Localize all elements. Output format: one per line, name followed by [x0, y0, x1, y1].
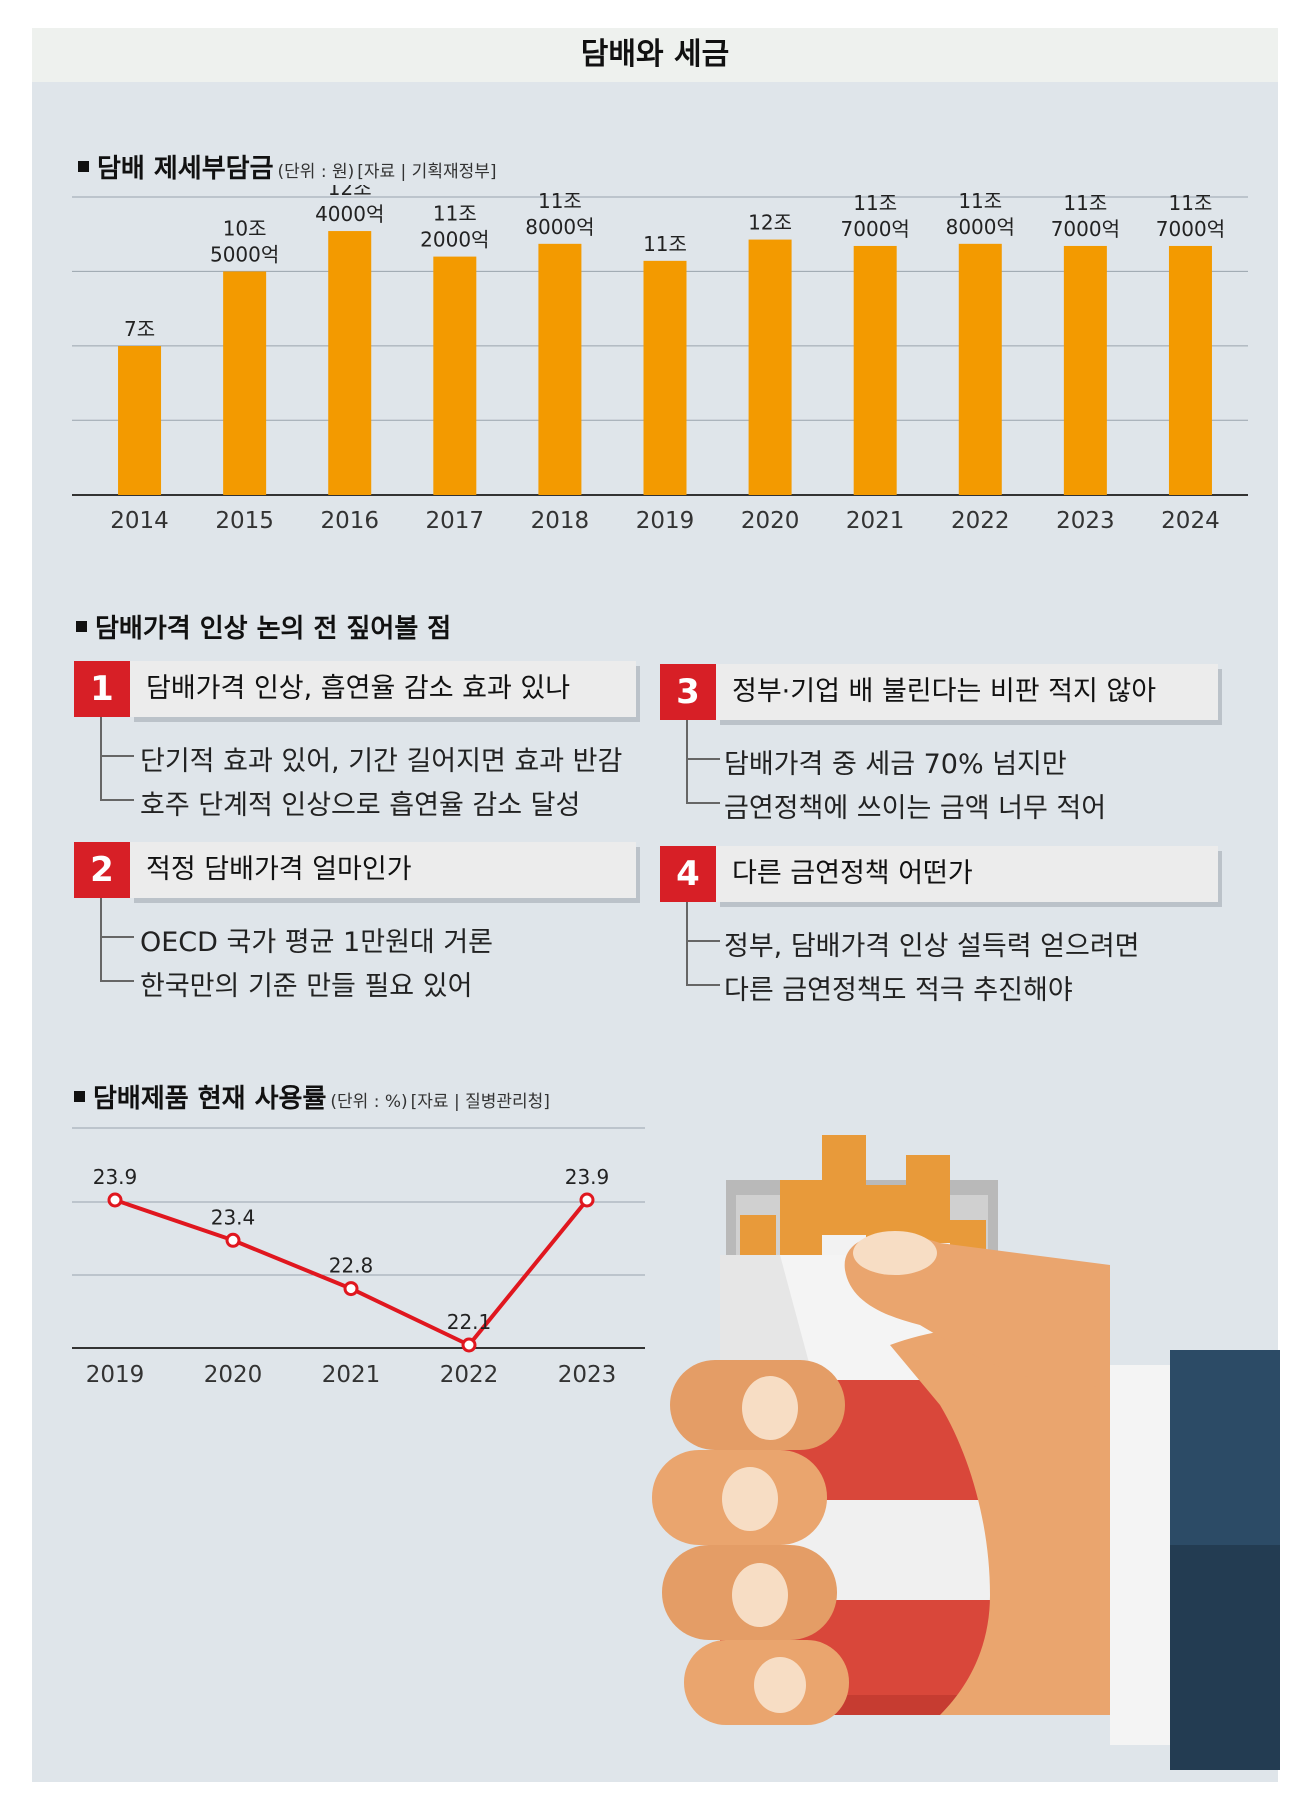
square-bullet-icon — [78, 161, 89, 172]
x-tick-label: 2018 — [531, 508, 590, 534]
bar — [853, 245, 897, 495]
data-point — [461, 1337, 477, 1353]
issue-card-2: 2 적정 담배가격 얼마인가 — [74, 842, 636, 898]
data-label: 2000억 — [420, 228, 489, 252]
data-label: 7000억 — [1156, 217, 1225, 241]
data-label: 8000억 — [525, 215, 594, 239]
data-label: 10조 — [223, 217, 267, 241]
bar — [223, 271, 267, 495]
issue-point: 한국만의 기준 만들 필요 있어 — [140, 971, 473, 1002]
data-point — [343, 1281, 359, 1297]
x-tick-label: 2022 — [951, 508, 1010, 534]
issue-point: 단기적 효과 있어, 기간 길어지면 효과 반감 — [140, 746, 623, 777]
bar-chart-title: 담배 제세부담금 — [97, 154, 274, 184]
data-label: 23.9 — [93, 1165, 138, 1189]
issue-point: 금연정책에 쓰이는 금액 너무 적어 — [724, 793, 1107, 824]
x-tick-label: 2023 — [558, 1362, 617, 1388]
bar — [643, 260, 687, 495]
x-tick-label: 2017 — [426, 508, 485, 534]
data-point — [579, 1192, 595, 1208]
data-label: 11조 — [643, 232, 687, 256]
issue-card-4: 4 다른 금연정책 어떤가 — [660, 846, 1218, 902]
issue-point: OECD 국가 평균 1만원대 거론 — [140, 927, 494, 958]
tax-bar-chart: 20147조201510조5000억201612조4000억201711조200… — [72, 185, 1248, 534]
data-label: 5000억 — [210, 243, 279, 267]
issue-heading: 다른 금연정책 어떤가 — [716, 846, 1218, 902]
issue-point: 호주 단계적 인상으로 흡연율 감소 달성 — [140, 790, 581, 821]
issue-card-3: 3 정부·기업 배 불린다는 비판 적지 않아 — [660, 664, 1218, 720]
x-tick-label: 2021 — [846, 508, 905, 534]
x-tick-label: 2014 — [110, 508, 169, 534]
data-label: 11조 — [433, 202, 477, 226]
bar — [328, 231, 372, 496]
data-label: 4000억 — [315, 202, 384, 226]
issues-title-row: 담배가격 인상 논의 전 짚어볼 점 — [76, 608, 451, 645]
issue-number-badge: 1 — [74, 661, 130, 717]
bar-chart-source: [자료 | 기획재정부] — [357, 162, 497, 182]
x-tick-label: 2019 — [636, 508, 695, 534]
x-tick-label: 2019 — [86, 1362, 145, 1388]
issue-number-badge: 2 — [74, 842, 130, 898]
hand-holding-cigarette-pack-icon — [652, 1135, 1280, 1770]
data-label: 11조 — [538, 189, 582, 213]
issue-card-1: 1 담배가격 인상, 흡연율 감소 효과 있나 — [74, 661, 636, 717]
tree-connector — [686, 902, 720, 986]
x-tick-label: 2020 — [741, 508, 800, 534]
issue-point: 정부, 담배가격 인상 설득력 얻으려면 — [724, 931, 1140, 962]
bar — [1168, 245, 1212, 495]
line-chart-unit: (단위 : %) — [330, 1092, 408, 1112]
bar — [1063, 245, 1107, 495]
data-label: 11조 — [958, 189, 1002, 213]
bar-chart-title-row: 담배 제세부담금 (단위 : 원) [자료 | 기획재정부] — [78, 148, 500, 185]
issue-heading: 정부·기업 배 불린다는 비판 적지 않아 — [716, 664, 1218, 720]
tree-connector — [686, 720, 720, 804]
issue-number-badge: 4 — [660, 846, 716, 902]
x-tick-label: 2015 — [215, 508, 274, 534]
line-chart-title: 담배제품 현재 사용률 — [93, 1084, 327, 1114]
line-chart-source: [자료 | 질병관리청] — [410, 1092, 550, 1112]
data-label: 12조 — [748, 211, 792, 235]
tree-connector — [100, 898, 134, 982]
square-bullet-icon — [74, 1091, 85, 1102]
data-point — [107, 1192, 123, 1208]
issue-heading: 적정 담배가격 얼마인가 — [130, 842, 636, 898]
data-label: 7000억 — [841, 217, 910, 241]
data-label: 22.8 — [329, 1254, 374, 1278]
issues-title: 담배가격 인상 논의 전 짚어볼 점 — [95, 614, 452, 644]
tree-connector — [100, 717, 134, 801]
square-bullet-icon — [76, 621, 87, 632]
data-label: 11조 — [1063, 191, 1107, 215]
bar-chart-unit: (단위 : 원) — [277, 162, 355, 182]
issue-point: 다른 금연정책도 적극 추진해야 — [724, 975, 1073, 1006]
data-label: 11조 — [1169, 191, 1213, 215]
bar — [118, 346, 162, 495]
x-tick-label: 2016 — [320, 508, 379, 534]
data-label: 22.1 — [447, 1310, 492, 1334]
x-tick-label: 2021 — [322, 1362, 381, 1388]
data-label: 7000억 — [1051, 217, 1120, 241]
issue-point: 담배가격 중 세금 70% 넘지만 — [724, 749, 1067, 780]
issue-heading: 담배가격 인상, 흡연율 감소 효과 있나 — [130, 661, 636, 717]
bar — [433, 256, 477, 495]
line-chart-title-row: 담배제품 현재 사용률 (단위 : %) [자료 | 질병관리청] — [74, 1078, 553, 1115]
bar — [958, 243, 1002, 495]
data-point — [225, 1232, 241, 1248]
data-label: 23.9 — [565, 1165, 610, 1189]
data-label: 8000억 — [946, 215, 1015, 239]
data-label: 11조 — [853, 191, 897, 215]
x-tick-label: 2020 — [204, 1362, 263, 1388]
data-label: 7조 — [124, 317, 155, 341]
bar — [538, 243, 582, 495]
x-tick-label: 2022 — [440, 1362, 499, 1388]
data-label: 23.4 — [211, 1205, 256, 1229]
bar — [748, 239, 792, 495]
page-title: 담배와 세금 — [32, 28, 1278, 82]
x-tick-label: 2024 — [1161, 508, 1220, 534]
data-label: 12조 — [328, 185, 372, 200]
issue-number-badge: 3 — [660, 664, 716, 720]
usage-line-chart: 23.9 2019 23.4 2020 22.8 2021 22.1 2022 23.9 2023 — [72, 1127, 645, 1388]
x-tick-label: 2023 — [1056, 508, 1115, 534]
